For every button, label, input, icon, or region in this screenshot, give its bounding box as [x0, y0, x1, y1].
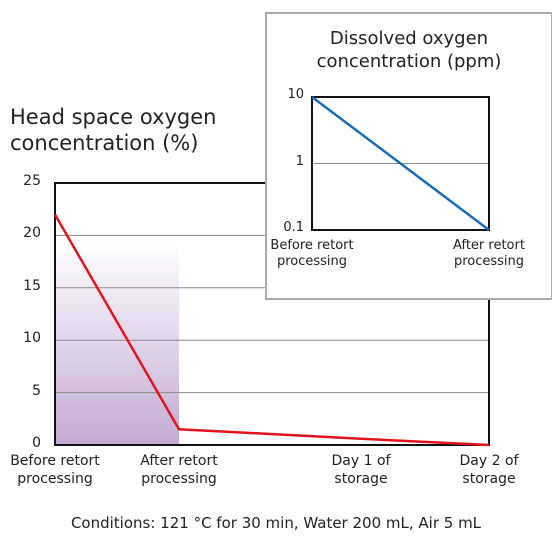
y-tick-label: 25	[23, 173, 41, 189]
x-tick-label: Before retort processing	[270, 238, 354, 270]
shaded-region	[55, 240, 179, 445]
chart-title: Head space oxygen concentration (%)	[10, 105, 217, 156]
inset-svg	[311, 96, 490, 231]
inset-chart: Dissolved oxygen concentration (ppm) 0.1…	[265, 12, 552, 300]
x-tick-label: After retort processing	[140, 453, 218, 487]
y-tick-label: 15	[23, 277, 41, 294]
y-tick-label: 10	[23, 330, 41, 347]
y-tick-label: 5	[32, 382, 41, 399]
y-tick-label: 0	[32, 435, 41, 451]
inset-title: Dissolved oxygen concentration (ppm)	[316, 28, 502, 72]
y-tick-label: 20	[23, 225, 41, 242]
footnote: Conditions: 121 °C for 30 min, Water 200…	[70, 514, 482, 532]
x-tick-label: Before retort processing	[10, 453, 100, 487]
x-tick-label: Day 2 of storage	[459, 453, 519, 487]
x-tick-label: After retort processing	[453, 238, 525, 270]
y-tick-label: 10	[287, 87, 304, 102]
y-tick-label: 0.1	[283, 220, 304, 235]
y-tick-label: 1	[295, 153, 304, 169]
x-tick-label: Day 1 of storage	[331, 453, 391, 487]
data-line	[53, 213, 490, 447]
data-line	[311, 96, 490, 231]
plot-frame	[311, 96, 490, 231]
